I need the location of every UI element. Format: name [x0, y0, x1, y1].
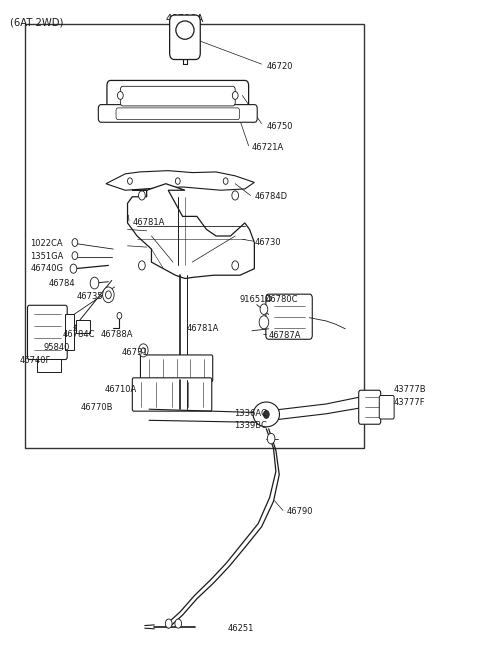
Text: 46787A: 46787A [269, 331, 301, 340]
Circle shape [139, 344, 148, 357]
Ellipse shape [253, 402, 279, 427]
Circle shape [264, 411, 269, 419]
Circle shape [267, 434, 275, 444]
Circle shape [232, 92, 238, 100]
Text: 46721A: 46721A [252, 143, 284, 152]
Circle shape [117, 312, 122, 319]
FancyBboxPatch shape [359, 390, 381, 424]
Text: 46750: 46750 [266, 122, 293, 131]
Polygon shape [106, 171, 254, 190]
Text: 46731: 46731 [122, 348, 148, 357]
Ellipse shape [176, 21, 194, 39]
FancyBboxPatch shape [141, 355, 213, 382]
Circle shape [259, 316, 269, 329]
Text: 91651D: 91651D [240, 295, 273, 304]
Text: 46781A: 46781A [186, 324, 219, 333]
Circle shape [142, 348, 145, 353]
Circle shape [175, 619, 181, 628]
Circle shape [72, 238, 78, 246]
Text: 46784: 46784 [48, 278, 75, 288]
FancyBboxPatch shape [266, 294, 312, 339]
FancyBboxPatch shape [27, 305, 67, 360]
Circle shape [106, 291, 111, 299]
Circle shape [232, 191, 239, 200]
Circle shape [223, 178, 228, 184]
Circle shape [175, 178, 180, 184]
Circle shape [118, 92, 123, 100]
Text: 95840: 95840 [44, 343, 70, 352]
Text: 1339BC: 1339BC [234, 421, 267, 430]
Text: 46740G: 46740G [30, 264, 63, 273]
Circle shape [70, 264, 77, 273]
Circle shape [90, 277, 99, 289]
Circle shape [139, 261, 145, 270]
Circle shape [103, 287, 114, 303]
Text: 46730: 46730 [254, 238, 281, 247]
Text: 46720: 46720 [266, 62, 293, 71]
Text: 43777F: 43777F [393, 398, 425, 407]
Text: 1351GA: 1351GA [30, 252, 64, 261]
Text: 46781A: 46781A [132, 218, 165, 227]
Text: 1336AC: 1336AC [234, 409, 267, 419]
Text: (6AT 2WD): (6AT 2WD) [10, 17, 64, 27]
Text: 46790: 46790 [287, 508, 313, 516]
Text: 46700A: 46700A [166, 14, 204, 24]
Text: 46788A: 46788A [100, 329, 133, 339]
Circle shape [139, 191, 145, 200]
FancyBboxPatch shape [379, 396, 394, 419]
Text: 46251: 46251 [228, 624, 254, 633]
Bar [65, 314, 74, 350]
Text: 46740F: 46740F [20, 356, 51, 365]
FancyBboxPatch shape [98, 105, 257, 122]
Text: 46784C: 46784C [63, 329, 96, 339]
FancyBboxPatch shape [169, 15, 200, 60]
Text: 1022CA: 1022CA [30, 239, 63, 248]
Text: 46780C: 46780C [265, 295, 298, 304]
Bar [36, 359, 60, 372]
Text: 46735: 46735 [76, 291, 103, 301]
Text: 46784D: 46784D [254, 193, 288, 201]
Polygon shape [128, 183, 254, 278]
Circle shape [128, 178, 132, 184]
Text: 46770B: 46770B [81, 403, 114, 412]
Bar [24, 24, 364, 449]
Circle shape [165, 619, 172, 628]
Circle shape [232, 261, 239, 270]
FancyBboxPatch shape [120, 86, 235, 106]
Circle shape [260, 304, 268, 314]
Text: 43777B: 43777B [393, 385, 426, 394]
FancyBboxPatch shape [116, 108, 240, 120]
FancyBboxPatch shape [107, 81, 249, 111]
FancyBboxPatch shape [132, 378, 212, 411]
Circle shape [72, 252, 78, 259]
Text: 46710A: 46710A [105, 385, 137, 394]
Bar [76, 320, 90, 333]
